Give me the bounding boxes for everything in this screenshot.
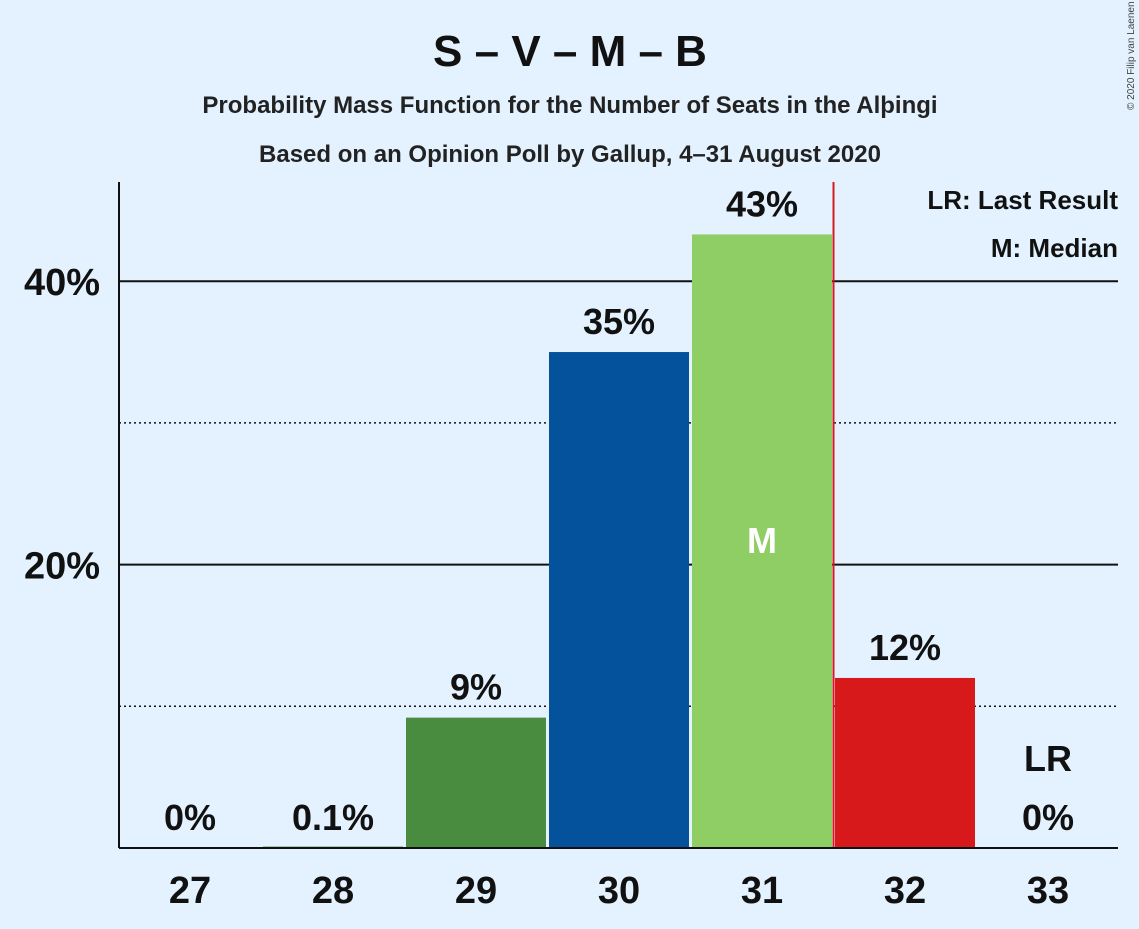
- bar-30: [549, 352, 689, 848]
- data-label-28: 0.1%: [292, 797, 374, 838]
- legend-median: M: Median: [991, 233, 1118, 263]
- y-tick-label-0: 20%: [24, 546, 100, 588]
- y-tick-label-1: 40%: [24, 262, 100, 304]
- data-label-31: 43%: [726, 183, 798, 224]
- data-label-27: 0%: [164, 797, 216, 838]
- x-tick-label-33: 33: [1027, 870, 1069, 912]
- bar-32: [835, 677, 975, 848]
- data-label-30: 35%: [583, 301, 655, 342]
- plot-area: 20% 40% 0% 0.1% 9% 35% 43% 12% 0% M LR 27 28 29 30 31 32…: [24, 182, 1118, 912]
- x-tick-label-28: 28: [312, 870, 354, 912]
- data-label-29: 9%: [450, 667, 502, 708]
- legend-last-result: LR: Last Result: [927, 185, 1118, 215]
- x-tick-label-32: 32: [884, 870, 926, 912]
- chart-subtitle: Probability Mass Function for the Number…: [202, 92, 937, 119]
- x-tick-label-31: 31: [741, 870, 783, 912]
- x-tick-label-30: 30: [598, 870, 640, 912]
- copyright-text: © 2020 Filip van Laenen: [1126, 1, 1137, 110]
- x-tick-label-27: 27: [169, 870, 211, 912]
- bar-31: [692, 234, 832, 848]
- chart-subtitle-2: Based on an Opinion Poll by Gallup, 4–31…: [259, 141, 881, 168]
- data-label-33: 0%: [1022, 797, 1074, 838]
- median-marker: M: [747, 520, 777, 561]
- last-result-marker: LR: [1024, 738, 1072, 779]
- x-tick-label-29: 29: [455, 870, 497, 912]
- chart-title: S – V – M – B: [433, 27, 707, 76]
- data-label-32: 12%: [869, 627, 941, 668]
- bar-29: [406, 717, 546, 848]
